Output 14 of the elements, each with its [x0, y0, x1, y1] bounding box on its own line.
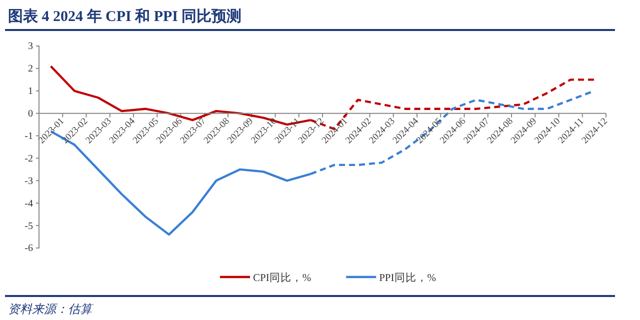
y-tick-label: -4 [24, 198, 33, 210]
y-tick-label: 0 [28, 108, 33, 120]
chart-title: 图表 4 2024 年 CPI 和 PPI 同比预测 [8, 8, 242, 25]
y-tick-label: -2 [24, 153, 33, 164]
legend-label: PPI同比，% [379, 271, 436, 284]
y-tick-label: -3 [24, 176, 33, 187]
y-tick-label: -1 [24, 130, 33, 142]
y-tick-label: 3 [28, 41, 33, 52]
text: 资料来源：估算 [8, 302, 94, 316]
y-tick-label: 1 [28, 86, 33, 98]
y-tick-label: 2 [28, 64, 33, 75]
legend-label: CPI同比，% [253, 271, 312, 284]
y-tick-label: -6 [24, 243, 33, 254]
y-tick-label: -5 [24, 220, 33, 232]
